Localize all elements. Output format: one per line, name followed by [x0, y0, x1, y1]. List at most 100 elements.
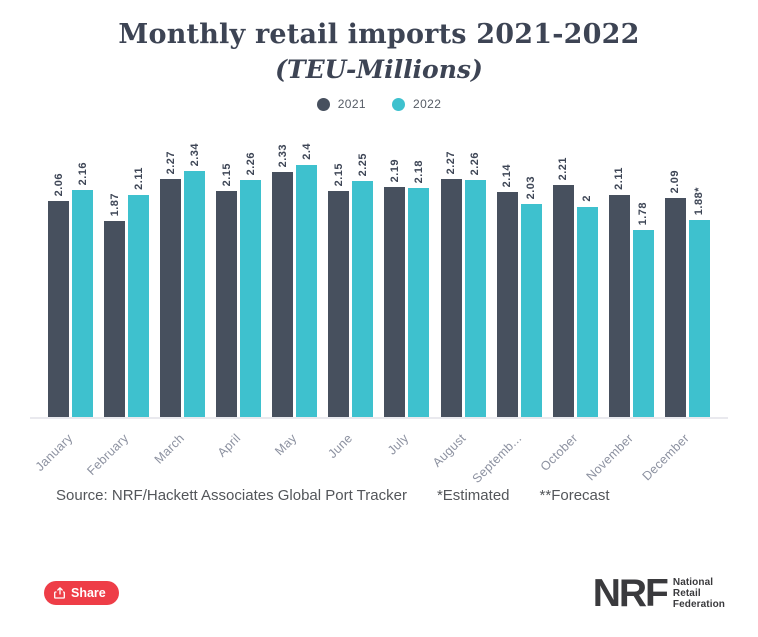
bar-2021-july[interactable]	[384, 187, 406, 417]
bar-col: 2.27	[160, 150, 182, 417]
bar-2022-october[interactable]	[576, 207, 598, 417]
bar-group-september: 2.14 2.03	[496, 163, 542, 417]
bar-value-label: 2.27	[445, 150, 458, 174]
bar-2022-march[interactable]	[184, 171, 206, 417]
bar-group-april: 2.15 2.26	[216, 151, 262, 417]
bar-2021-november[interactable]	[608, 195, 630, 417]
bar-value-label: 2.16	[76, 161, 89, 185]
bar-group-july: 2.19 2.18	[384, 159, 430, 417]
bar-value-label: 2.26	[469, 151, 482, 175]
bar-2022-april[interactable]	[240, 180, 262, 417]
nrf-tagline-line: Retail	[672, 587, 701, 599]
bar-col: 2.4	[296, 143, 318, 417]
bar-value-label: 1.87	[108, 192, 121, 216]
bar-col: 2.27	[440, 150, 462, 417]
bar-group-may: 2.33 2.4	[272, 143, 318, 417]
bar-value-label: 2.26	[244, 151, 257, 175]
bar-col: 2.25	[352, 153, 374, 417]
bar-value-label: 2.11	[132, 167, 145, 190]
bar-group-march: 2.27 2.34	[160, 142, 206, 417]
legend-label: 2021	[337, 97, 366, 111]
legend: 2021 2022	[0, 97, 758, 111]
bar-value-label: 2.34	[188, 142, 201, 166]
bar-group-january: 2.06 2.16	[48, 162, 93, 417]
bar-col: 1.78	[632, 201, 654, 417]
nrf-logo-text: NRF	[592, 571, 669, 615]
forecast-note: **Forecast	[539, 487, 610, 504]
legend-item-2021[interactable]: 2021	[316, 97, 366, 111]
legend-dot-icon	[392, 97, 405, 111]
bar-col: 2.33	[272, 143, 294, 417]
x-axis-label-april: April	[214, 431, 244, 460]
x-axis-label-july: July	[384, 431, 412, 458]
chart-title: Monthly retail imports 2021-2022	[118, 19, 640, 50]
nrf-logo[interactable]: NRF National Retail Federation	[592, 571, 725, 615]
x-axis-label-october: October	[537, 431, 581, 474]
bar-2021-february[interactable]	[104, 221, 126, 417]
bar-2021-may[interactable]	[272, 172, 294, 417]
bar-group-december: 2.09 1.88*	[664, 169, 710, 417]
bar-value-label: 1.78	[637, 201, 650, 225]
bar-2021-september[interactable]	[496, 192, 518, 417]
bar-group-june: 2.15 2.25	[328, 153, 374, 417]
bar-col: 2.18	[408, 159, 430, 417]
share-button[interactable]: Share	[44, 581, 119, 606]
bar-value-label: 2.18	[412, 159, 425, 183]
bar-group-august: 2.27 2.26	[440, 150, 486, 417]
bar-2022-july[interactable]	[408, 188, 430, 417]
x-axis-label-september: Septemb...	[469, 431, 525, 486]
footer: Share NRF National Retail Federation	[44, 571, 725, 615]
x-axis: January February March April May June July Augu…	[30, 419, 728, 486]
bar-col: 2.26	[464, 151, 486, 417]
bar-col: 2.11	[128, 167, 150, 417]
bar-2022-november[interactable]	[632, 230, 654, 417]
bar-col: 2.15	[328, 163, 350, 417]
bar-value-label: 2.33	[276, 143, 289, 167]
bar-value-label: 2.21	[557, 156, 570, 180]
source-text: Source: NRF/Hackett Associates Global Po…	[56, 487, 407, 504]
bar-2021-january[interactable]	[48, 201, 69, 417]
x-axis-label-december: December	[640, 431, 693, 484]
bar-col: 1.87	[104, 192, 126, 417]
bar-2021-december[interactable]	[664, 198, 686, 417]
bar-2022-august[interactable]	[464, 180, 486, 417]
bar-value-label: 2.09	[669, 169, 682, 193]
legend-label: 2022	[413, 97, 442, 111]
bar-col: 1.88*	[688, 186, 710, 417]
legend-item-2022[interactable]: 2022	[392, 97, 441, 111]
plot: 2.06 2.16 1.87 2.11 2.27 2.34 2.15 2.26 2.33 2.4 2…	[30, 121, 728, 419]
bar-col: 2.26	[240, 151, 262, 417]
legend-dot-icon	[316, 97, 330, 111]
bar-col: 2.14	[496, 163, 518, 417]
bar-2022-september[interactable]	[520, 204, 542, 417]
bar-value-label: 1.88*	[693, 186, 706, 215]
x-axis-label-june: June	[325, 431, 356, 461]
bar-2021-april[interactable]	[216, 191, 238, 417]
estimated-note: *Estimated	[436, 487, 510, 504]
bar-col: 2.15	[216, 162, 238, 417]
bar-col: 2	[576, 195, 598, 417]
bar-2022-january[interactable]	[72, 190, 93, 417]
bar-2022-february[interactable]	[128, 195, 150, 417]
bar-col: 2.11	[608, 167, 630, 417]
bar-value-label: 2.03	[525, 175, 538, 199]
bar-value-label: 2.4	[300, 143, 313, 160]
bar-2021-june[interactable]	[328, 191, 350, 417]
x-axis-label-august: August	[429, 431, 469, 470]
bar-col: 2.19	[384, 159, 406, 417]
bar-2022-june[interactable]	[352, 181, 374, 417]
nrf-logo-tagline: National Retail Federation	[673, 577, 725, 611]
bar-2021-march[interactable]	[160, 179, 182, 417]
bar-value-label: 2.15	[220, 162, 233, 186]
bar-col: 2.03	[520, 175, 542, 417]
bar-2022-december[interactable]	[688, 220, 710, 417]
bar-col: 2.09	[664, 169, 686, 417]
bar-value-label: 2.11	[613, 167, 626, 190]
bar-2021-august[interactable]	[440, 179, 462, 417]
bar-col: 2.16	[72, 162, 93, 417]
bar-value-label: 2.14	[501, 163, 514, 187]
bar-2022-may[interactable]	[296, 165, 318, 417]
bar-2021-october[interactable]	[552, 185, 574, 417]
bar-value-label: 2.27	[164, 150, 177, 174]
chart-subtitle: (TEU-Millions)	[275, 55, 483, 84]
